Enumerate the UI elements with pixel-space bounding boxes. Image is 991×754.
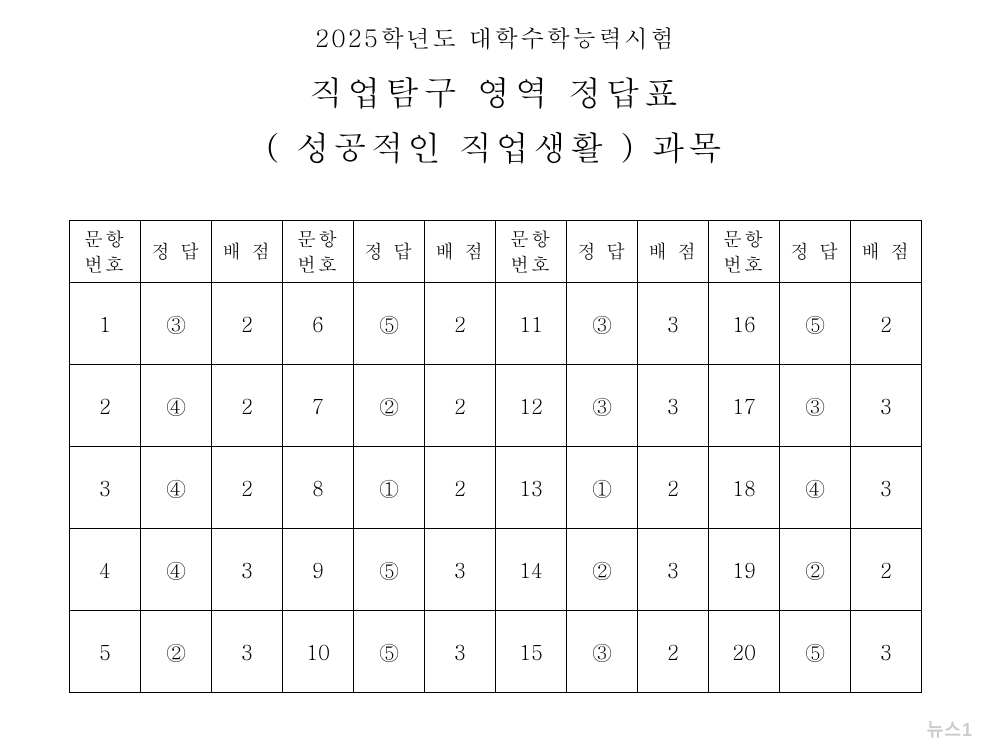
cell-points: 2 [851, 283, 922, 365]
cell-answer: ⑤ [354, 283, 425, 365]
cell-item-no: 4 [70, 529, 141, 611]
cell-points: 2 [212, 283, 283, 365]
cell-points: 2 [851, 529, 922, 611]
cell-points: 2 [212, 365, 283, 447]
cell-item-no: 2 [70, 365, 141, 447]
cell-points: 2 [638, 447, 709, 529]
cell-item-no: 13 [496, 447, 567, 529]
cell-points: 3 [851, 447, 922, 529]
table-row: 4 ④ 3 9 ⑤ 3 14 ② 3 19 ② 2 [70, 529, 922, 611]
cell-item-no: 3 [70, 447, 141, 529]
cell-points: 3 [638, 529, 709, 611]
cell-item-no: 16 [709, 283, 780, 365]
cell-answer: ③ [567, 611, 638, 693]
cell-item-no: 14 [496, 529, 567, 611]
cell-item-no: 17 [709, 365, 780, 447]
cell-answer: ④ [141, 365, 212, 447]
cell-answer: ① [354, 447, 425, 529]
cell-points: 2 [425, 447, 496, 529]
cell-item-no: 20 [709, 611, 780, 693]
cell-item-no: 7 [283, 365, 354, 447]
cell-item-no: 9 [283, 529, 354, 611]
cell-answer: ⑤ [354, 529, 425, 611]
table-row: 3 ④ 2 8 ① 2 13 ① 2 18 ④ 3 [70, 447, 922, 529]
cell-item-no: 1 [70, 283, 141, 365]
table-row: 1 ③ 2 6 ⑤ 2 11 ③ 3 16 ⑤ 2 [70, 283, 922, 365]
document-header: 2025학년도 대학수학능력시험 직업탐구 영역 정답표 ( 성공적인 직업생활… [266, 20, 725, 200]
cell-answer: ③ [567, 365, 638, 447]
cell-answer: ② [141, 611, 212, 693]
cell-answer: ② [780, 529, 851, 611]
cell-points: 3 [638, 365, 709, 447]
cell-item-no: 6 [283, 283, 354, 365]
cell-item-no: 8 [283, 447, 354, 529]
cell-item-no: 12 [496, 365, 567, 447]
exam-year-subtitle: 2025학년도 대학수학능력시험 [266, 20, 725, 54]
cell-item-no: 18 [709, 447, 780, 529]
header-answer: 정 답 [141, 221, 212, 283]
cell-answer: ③ [141, 283, 212, 365]
cell-points: 3 [212, 611, 283, 693]
cell-answer: ③ [567, 283, 638, 365]
header-points: 배 점 [638, 221, 709, 283]
cell-answer: ⑤ [780, 283, 851, 365]
table-header-row: 문항번호 정 답 배 점 문항번호 정 답 배 점 문항번호 정 답 배 점 문… [70, 221, 922, 283]
document-title-line2: ( 성공적인 직업생활 ) 과목 [266, 121, 725, 170]
cell-points: 2 [212, 447, 283, 529]
cell-answer: ④ [780, 447, 851, 529]
header-item-no: 문항번호 [709, 221, 780, 283]
header-answer: 정 답 [780, 221, 851, 283]
cell-item-no: 11 [496, 283, 567, 365]
header-points: 배 점 [212, 221, 283, 283]
cell-points: 3 [851, 365, 922, 447]
header-item-no: 문항번호 [70, 221, 141, 283]
cell-points: 3 [425, 611, 496, 693]
table-row: 5 ② 3 10 ⑤ 3 15 ③ 2 20 ⑤ 3 [70, 611, 922, 693]
cell-answer: ③ [780, 365, 851, 447]
cell-points: 2 [425, 283, 496, 365]
cell-answer: ② [354, 365, 425, 447]
answer-table-container: 문항번호 정 답 배 점 문항번호 정 답 배 점 문항번호 정 답 배 점 문… [69, 220, 922, 693]
header-item-no: 문항번호 [283, 221, 354, 283]
cell-points: 3 [212, 529, 283, 611]
document-title-line1: 직업탐구 영역 정답표 [266, 66, 725, 115]
header-answer: 정 답 [354, 221, 425, 283]
cell-item-no: 19 [709, 529, 780, 611]
cell-answer: ⑤ [780, 611, 851, 693]
header-answer: 정 답 [567, 221, 638, 283]
header-item-no: 문항번호 [496, 221, 567, 283]
cell-points: 3 [425, 529, 496, 611]
table-row: 2 ④ 2 7 ② 2 12 ③ 3 17 ③ 3 [70, 365, 922, 447]
cell-answer: ④ [141, 529, 212, 611]
cell-points: 2 [638, 611, 709, 693]
cell-answer: ④ [141, 447, 212, 529]
cell-points: 3 [638, 283, 709, 365]
cell-item-no: 5 [70, 611, 141, 693]
cell-answer: ① [567, 447, 638, 529]
header-points: 배 점 [851, 221, 922, 283]
cell-points: 2 [425, 365, 496, 447]
cell-answer: ② [567, 529, 638, 611]
answer-table: 문항번호 정 답 배 점 문항번호 정 답 배 점 문항번호 정 답 배 점 문… [69, 220, 922, 693]
cell-answer: ⑤ [354, 611, 425, 693]
watermark-text: 뉴스1 [927, 716, 973, 742]
cell-item-no: 10 [283, 611, 354, 693]
header-points: 배 점 [425, 221, 496, 283]
cell-item-no: 15 [496, 611, 567, 693]
cell-points: 3 [851, 611, 922, 693]
